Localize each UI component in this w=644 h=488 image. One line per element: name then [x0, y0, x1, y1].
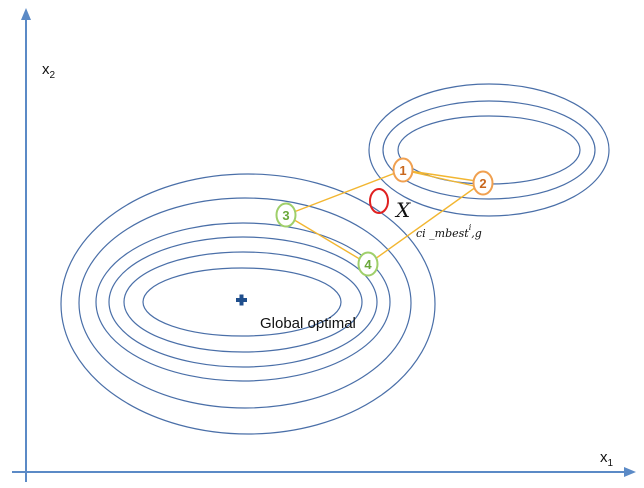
y-axis-label: x2	[42, 61, 56, 81]
edge-1-2	[402, 169, 484, 183]
svg-text:4: 4	[364, 257, 372, 272]
edge-1-2-lower	[402, 169, 484, 189]
contour-ring	[95, 222, 391, 382]
node-1: 1	[392, 157, 414, 183]
svg-text:3: 3	[282, 208, 289, 223]
candidate-label: X	[394, 198, 411, 222]
contour-ring	[382, 100, 596, 200]
candidate-point	[369, 188, 389, 214]
node-2: 2	[472, 170, 494, 196]
y-axis-arrow	[21, 8, 31, 20]
global-optimum-marker	[236, 294, 247, 306]
global-optimal-label: Global optimal	[260, 315, 356, 332]
global-basin-contours	[60, 173, 436, 435]
axes	[12, 8, 636, 482]
local-basin-contours	[368, 83, 610, 217]
contour-ring	[123, 251, 363, 353]
x-axis-label: x1	[600, 449, 614, 469]
contour-ring	[108, 236, 378, 368]
contour-ring	[142, 267, 342, 337]
edge-3-4	[285, 214, 369, 265]
contour-ring	[368, 83, 610, 217]
contour-ring	[78, 197, 412, 409]
edge-4-2	[367, 181, 484, 265]
node-3: 3	[275, 202, 297, 228]
edge-1-3	[285, 169, 404, 216]
svg-text:1: 1	[399, 163, 406, 178]
svg-text:2: 2	[479, 176, 486, 191]
contour-ring	[60, 173, 436, 435]
candidate-subscript: ci _mbesti,g	[416, 223, 482, 240]
node-4: 4	[357, 251, 379, 277]
node-connections	[285, 169, 484, 265]
x-axis-arrow	[624, 467, 636, 477]
